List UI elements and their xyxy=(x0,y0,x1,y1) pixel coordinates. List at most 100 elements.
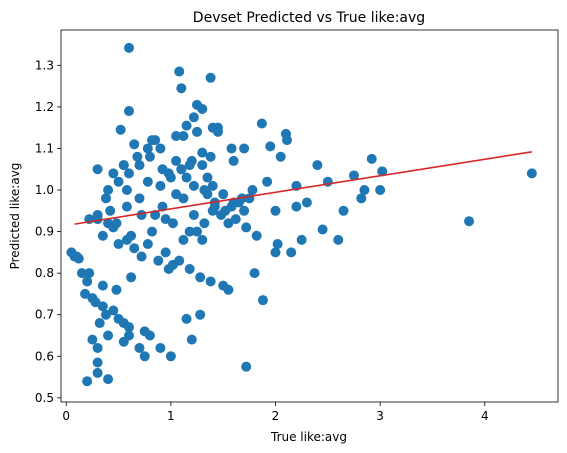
data-point xyxy=(132,151,143,162)
data-point xyxy=(257,295,268,306)
data-point xyxy=(124,168,135,179)
data-point xyxy=(251,230,262,241)
data-point xyxy=(181,120,192,131)
data-point xyxy=(160,247,171,258)
data-point xyxy=(207,180,218,191)
data-point xyxy=(155,180,166,191)
fit-line xyxy=(74,150,532,225)
data-point xyxy=(167,218,178,229)
data-point xyxy=(205,151,216,162)
x-tick-label: 1 xyxy=(167,409,175,423)
data-point xyxy=(136,209,147,220)
data-point xyxy=(218,189,229,200)
data-point xyxy=(226,143,237,154)
x-tick-label: 0 xyxy=(62,409,70,423)
y-axis-label: Predicted like:avg xyxy=(8,163,22,270)
data-point xyxy=(144,330,155,341)
data-point xyxy=(97,230,108,241)
data-point xyxy=(209,201,220,212)
data-point xyxy=(228,155,239,166)
data-point xyxy=(150,135,161,146)
data-point xyxy=(80,288,91,299)
y-tick-label: 1.3 xyxy=(35,58,54,72)
data-point xyxy=(184,226,195,237)
points-layer xyxy=(66,42,537,387)
data-point xyxy=(121,185,132,196)
data-point xyxy=(129,139,140,150)
data-point xyxy=(239,143,250,154)
data-point xyxy=(195,309,206,320)
data-point xyxy=(134,160,145,171)
data-point xyxy=(113,176,124,187)
data-point xyxy=(176,83,187,94)
data-point xyxy=(178,193,189,204)
data-point xyxy=(108,168,119,179)
data-point xyxy=(97,301,108,312)
data-point xyxy=(87,334,98,345)
data-point xyxy=(375,185,386,196)
data-point xyxy=(103,374,114,385)
y-tick-label: 1.2 xyxy=(35,100,54,114)
data-point xyxy=(118,160,129,171)
data-point xyxy=(356,193,367,204)
data-point xyxy=(121,201,132,212)
data-point xyxy=(129,243,140,254)
data-point xyxy=(100,193,111,204)
data-point xyxy=(124,42,135,53)
data-point xyxy=(76,268,87,279)
data-point xyxy=(155,143,166,154)
data-point xyxy=(366,153,377,164)
data-point xyxy=(124,330,135,341)
plot-frame xyxy=(60,29,559,403)
data-point xyxy=(134,193,145,204)
data-point xyxy=(338,205,349,216)
y-tick-label: 1.0 xyxy=(35,183,54,197)
data-point xyxy=(205,72,216,83)
data-point xyxy=(247,185,258,196)
data-point xyxy=(165,351,176,362)
data-point xyxy=(348,170,359,181)
data-point xyxy=(197,103,208,114)
data-point xyxy=(176,164,187,175)
data-point xyxy=(100,309,111,320)
y-tick-label: 0.5 xyxy=(35,391,54,405)
data-point xyxy=(272,239,283,250)
data-point xyxy=(223,218,234,229)
data-point xyxy=(134,342,145,353)
fit-line-layer xyxy=(74,150,532,225)
data-point xyxy=(188,180,199,191)
data-point xyxy=(195,272,206,283)
data-point xyxy=(174,255,185,266)
data-point xyxy=(147,226,158,237)
data-point xyxy=(197,234,208,245)
data-point xyxy=(186,334,197,345)
data-point xyxy=(92,342,103,353)
data-point xyxy=(184,263,195,274)
data-point xyxy=(171,130,182,141)
data-point xyxy=(296,234,307,245)
data-point xyxy=(377,166,388,177)
data-point xyxy=(97,280,108,291)
y-tick-label: 0.6 xyxy=(35,349,54,363)
y-axis-ticks: 0.5 0.6 0.7 0.8 0.9 1.0 1.1 1.2 1.3 xyxy=(35,58,61,405)
data-point xyxy=(239,205,250,216)
data-point xyxy=(171,155,182,166)
data-point xyxy=(181,313,192,324)
x-tick-label: 3 xyxy=(376,409,384,423)
data-point xyxy=(192,226,203,237)
data-point xyxy=(139,351,150,362)
data-point xyxy=(121,234,132,245)
data-point xyxy=(94,318,105,329)
data-point xyxy=(312,160,323,171)
data-point xyxy=(526,168,537,179)
data-point xyxy=(90,297,101,308)
data-point xyxy=(84,268,95,279)
data-point xyxy=(142,176,153,187)
y-tick-label: 1.1 xyxy=(35,141,54,155)
data-point xyxy=(197,147,208,158)
data-point xyxy=(82,376,93,387)
data-point xyxy=(199,185,210,196)
data-point xyxy=(223,284,234,295)
data-point xyxy=(82,276,93,287)
